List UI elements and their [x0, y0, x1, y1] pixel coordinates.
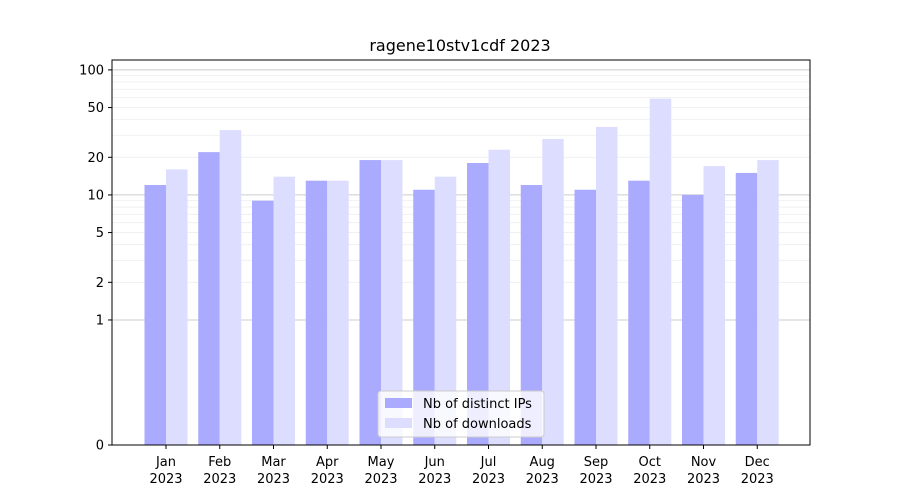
bar-downloads-nov	[703, 166, 725, 445]
bar-distinct-ips-aug	[520, 185, 543, 445]
x-tick-label-year: 2023	[579, 472, 612, 487]
plot-area-frame	[111, 59, 811, 446]
chart-title: ragene10stv1cdf 2023	[369, 36, 550, 55]
x-tick-label-year: 2023	[472, 472, 505, 487]
x-tick-label-month: Oct	[639, 455, 661, 470]
bar-distinct-ips-dec	[735, 172, 758, 445]
x-tick-label-year: 2023	[257, 472, 290, 487]
legend-swatch	[385, 418, 412, 428]
bar-distinct-ips-nov	[682, 194, 704, 445]
x-tick-label-year: 2023	[418, 472, 451, 487]
x-tick-label-month: Aug	[530, 455, 555, 470]
bars	[144, 98, 779, 446]
bar-distinct-ips-sep	[574, 189, 596, 445]
bar-downloads-jan	[166, 169, 188, 445]
x-tick-label-year: 2023	[364, 472, 397, 487]
x-tick-label-year: 2023	[526, 472, 559, 487]
bar-downloads-sep	[596, 126, 618, 446]
y-tick-label: 10	[87, 188, 104, 203]
x-tick-label-month: May	[368, 455, 395, 470]
legend-label: Nb of distinct IPs	[423, 397, 532, 412]
bar-distinct-ips-feb	[198, 152, 220, 445]
x-tick-label-year: 2023	[633, 472, 666, 487]
bar-distinct-ips-oct	[628, 180, 650, 445]
y-axis: 0 1 2 5 10 20 50 100	[79, 63, 112, 454]
x-tick-label-month: Feb	[208, 455, 231, 470]
x-tick-label-month: Sep	[584, 455, 609, 470]
y-tick-label: 1	[96, 313, 104, 328]
x-axis: Jan 2023 Feb 2023 Mar 2023 Apr 2023 May 2023 Jun 20…	[149, 445, 774, 487]
bar-downloads-apr	[327, 180, 349, 445]
legend: Nb of distinct IPs Nb of downloads	[377, 390, 545, 438]
x-tick-label-year: 2023	[149, 472, 182, 487]
x-tick-label-month: Jun	[424, 455, 445, 470]
x-tick-label-month: Jan	[155, 455, 176, 470]
bar-distinct-ips-apr	[305, 180, 328, 445]
y-tick-label: 20	[87, 151, 104, 166]
x-tick-label-month: Dec	[745, 455, 770, 470]
bar-downloads-dec	[757, 160, 779, 445]
y-tick-label: 0	[96, 439, 104, 454]
x-tick-label-year: 2023	[203, 472, 236, 487]
y-tick-label: 50	[87, 101, 104, 116]
bar-downloads-jul	[488, 149, 510, 446]
x-tick-label-year: 2023	[741, 472, 774, 487]
bar-downloads-aug	[542, 139, 564, 445]
bar-downloads-feb	[219, 130, 242, 445]
x-tick-label-month: Mar	[261, 455, 286, 470]
y-tick-label: 100	[79, 63, 104, 78]
bar-distinct-ips-may	[359, 160, 381, 445]
bar-distinct-ips-jan	[144, 185, 166, 445]
x-tick-label-month: Jul	[480, 455, 497, 470]
x-tick-label-year: 2023	[687, 472, 720, 487]
bar-distinct-ips-mar	[252, 200, 274, 445]
x-tick-label-year: 2023	[311, 472, 344, 487]
legend-box	[377, 390, 545, 438]
legend-label: Nb of downloads	[423, 417, 532, 432]
bar-downloads-jun	[434, 176, 457, 445]
bar-downloads-may	[381, 160, 403, 445]
bar-distinct-ips-jun	[413, 189, 435, 445]
y-tick-label: 2	[96, 276, 104, 291]
x-tick-label-month: Nov	[691, 455, 717, 470]
x-tick-label-month: Apr	[316, 455, 339, 470]
legend-swatch	[385, 398, 412, 408]
bar-downloads-oct	[649, 98, 672, 446]
bar-downloads-mar	[273, 176, 295, 445]
y-tick-label: 5	[96, 226, 104, 241]
bar-distinct-ips-jul	[467, 163, 489, 445]
